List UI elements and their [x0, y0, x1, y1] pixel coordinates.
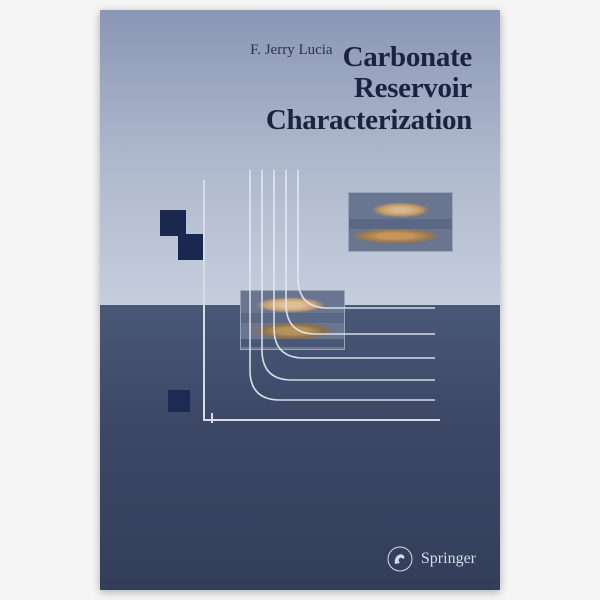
- publisher-name: Springer: [421, 550, 476, 568]
- springer-horse-icon: [387, 546, 413, 572]
- title-line-1: Carbonate: [343, 42, 472, 73]
- title-block: F. Jerry Lucia Carbonate Reservoir Chara…: [250, 42, 472, 136]
- curves-svg: [190, 170, 450, 440]
- title-line-2: Reservoir: [250, 73, 472, 104]
- author-name: F. Jerry Lucia: [250, 42, 333, 59]
- well-log-curves: [190, 170, 450, 440]
- accent-square-icon: [160, 210, 186, 236]
- accent-square-icon: [168, 390, 190, 412]
- book-cover: F. Jerry Lucia Carbonate Reservoir Chara…: [100, 10, 500, 590]
- title-line-3: Characterization: [250, 105, 472, 136]
- cover-diagram: [160, 170, 460, 450]
- publisher-block: Springer: [387, 546, 476, 572]
